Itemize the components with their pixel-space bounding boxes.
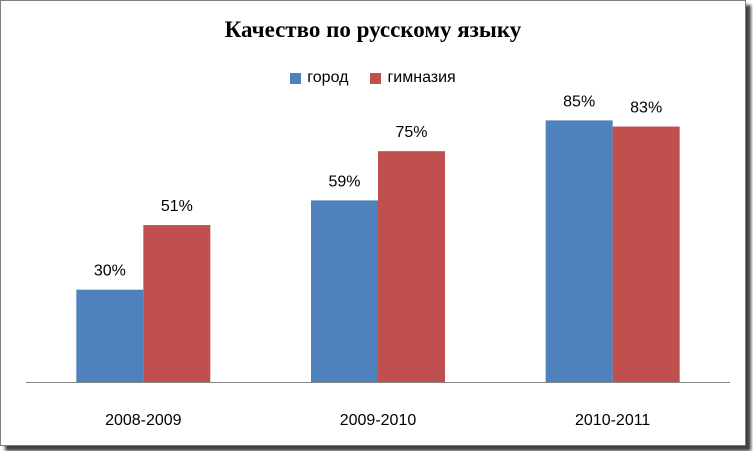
category-label-0: 2008-2009 [105,412,182,429]
legend-label-gorod: город [307,69,349,86]
legend-label-gimnaziya: гимназия [387,69,456,86]
category-label-1: 2009-2010 [340,412,417,429]
plot-area: 30% 51% 2008-2009 59% 75% 2009-2010 85% 83% 2010… [26,93,730,429]
bar-1-0 [311,200,378,382]
legend: город гимназия [1,69,745,87]
bar-1-1 [378,151,445,382]
data-label-1-0: 59% [328,173,360,190]
bar-0-1 [143,225,211,382]
chart-frame: Качество по русскому языку город гимнази… [0,0,746,446]
data-label-0-0: 30% [94,263,126,280]
data-label-0-1: 51% [161,198,193,215]
legend-swatch-gimnaziya [370,72,382,84]
data-label-2-0: 85% [563,93,595,110]
legend-swatch-gorod [290,72,302,84]
legend-item-gorod: город [290,69,348,87]
legend-item-gimnaziya: гимназия [370,69,456,87]
bar-2-0 [545,120,613,382]
data-label-1-1: 75% [395,124,427,141]
chart-title: Качество по русскому языку [224,17,522,42]
data-label-2-1: 83% [630,100,662,117]
bar-2-1 [612,126,680,383]
bar-0-0 [76,289,144,382]
category-label-2: 2010-2011 [575,412,650,429]
